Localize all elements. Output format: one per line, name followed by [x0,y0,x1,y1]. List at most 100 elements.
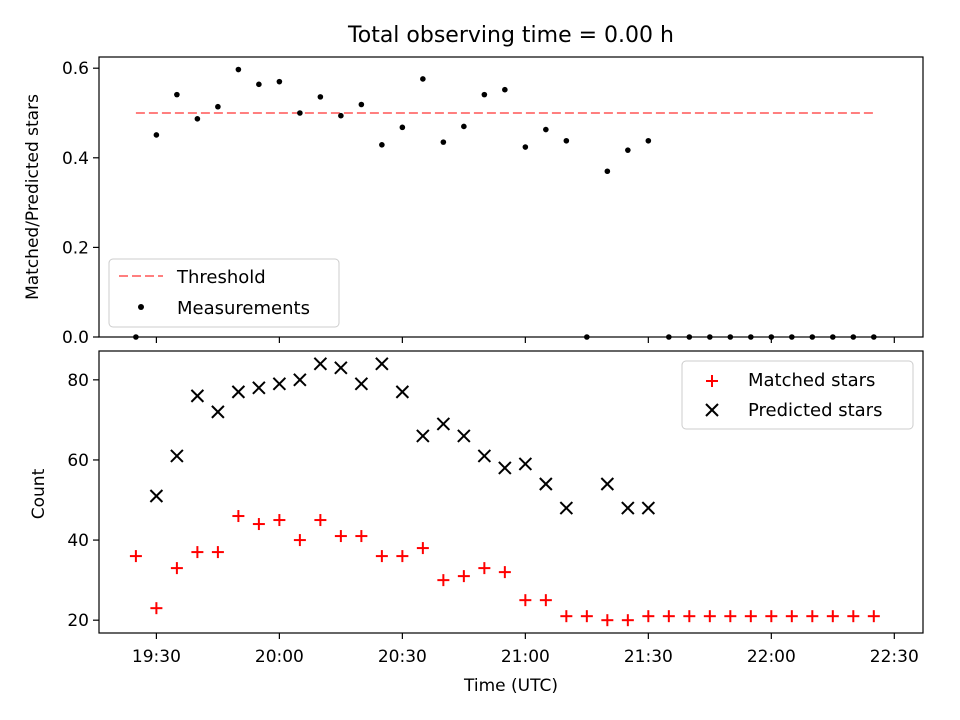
predicted-star-point-b [477,449,492,463]
measurement-point [358,101,365,108]
measurement-point [317,94,324,100]
predicted-star-point-b [559,501,574,515]
predicted-star-point-b [621,501,635,515]
matched-star-point [375,550,388,563]
predicted-star-point [231,385,246,399]
top-legend-box [108,258,340,328]
predicted-star-point [252,381,266,395]
measurement-point [153,132,160,138]
matched-star-point [396,550,409,563]
matched-star-point [785,610,798,623]
measurement-point [338,112,344,119]
bottom-data-layer [129,357,880,627]
top-y-axis: 0.0 0.2 0.4 0.6 [62,59,99,348]
top-y-tick-label: 0.0 [62,328,89,348]
top-y-axis-label: Matched/Predicted stars [23,94,43,300]
bottom-axes: 20 40 60 80 19:30 20:00 20:30 21:00 21:30 22:00 22… [67,371,918,667]
bottom-y-tick-label: 40 [67,531,89,551]
top-y-tick-label: 0.2 [62,238,89,258]
predicted-star-point [477,449,492,463]
matched-star-point [806,610,819,623]
predicted-star-point-b [395,385,410,399]
predicted-star-point-b [416,429,430,443]
matched-star-point [457,570,470,583]
top-y-tick-label: 0.6 [62,59,89,79]
predicted-star-point [354,377,369,391]
matched-star-point [683,610,696,623]
x-tick-label: 19:30 [132,647,181,667]
predicted-star-point-b [190,389,205,403]
matched-star-point [621,614,634,627]
predicted-star-point [395,385,410,399]
top-y-tick-label: 0.4 [62,149,89,169]
matched-star-point [662,610,675,623]
predicted-star-point [498,461,512,475]
measurement-point [256,81,262,88]
matched-star-point [293,534,306,547]
predicted-star-point [600,477,615,491]
predicted-star-point [416,429,430,443]
ratio-panel: Total observing time = 0.00 h Matched/Pr… [23,23,924,348]
predicted-star-point-b [149,489,164,503]
predicted-star-point-b [170,449,184,463]
predicted-star-point [539,477,553,491]
legend-measurements-swatch [138,304,144,310]
predicted-star-point-b [518,457,533,471]
measurement-point [543,126,549,133]
matched-star-point [765,610,778,623]
matched-star-point [826,610,839,623]
legend-matched-swatch [706,375,718,387]
measurement-point [440,139,447,145]
matched-star-point [416,542,429,555]
bottom-plot-frame [98,350,924,634]
chart-title: Total observing time = 0.00 h [347,23,674,48]
matched-star-point [724,610,737,623]
top-plot-frame [98,56,924,338]
matched-star-point [580,610,593,623]
measurement-point [625,147,631,153]
predicted-star-point [436,417,451,431]
predicted-star-point-b [252,381,266,395]
bottom-legend: Matched stars Predicted stars [681,360,914,430]
predicted-star-point [641,501,656,515]
measurement-point [215,103,221,110]
predicted-star-point [293,373,307,387]
bottom-y-axis-label: Count [29,468,49,519]
measurement-point [379,142,385,148]
predicted-star-point [559,501,574,515]
matched-star-point [334,530,347,543]
predicted-star-point-b [457,429,471,443]
predicted-star-point [621,501,635,515]
legend-measurements-label: Measurements [177,298,310,319]
top-legend: Threshold Measurements [108,258,340,328]
x-tick-label: 22:00 [747,647,796,667]
predicted-star-point-b [539,477,553,491]
predicted-star-point [375,357,389,371]
measurement-point [174,91,180,98]
predicted-star-point-b [600,477,615,491]
measurement-point [522,144,529,150]
count-panel: Count Time (UTC) 20 40 60 80 19:30 20:00 20:30… [29,350,924,696]
legend-predicted-label: Predicted stars [748,400,882,421]
predicted-star-point-b [436,417,451,431]
measurement-point [563,137,570,144]
measurement-point [297,110,303,116]
matched-star-point [314,514,327,527]
matched-star-point [498,566,511,579]
x-tick-label: 21:30 [624,647,673,667]
matched-star-point [642,610,655,623]
predicted-star-point-b [293,373,307,387]
predicted-star-point-b [231,385,246,399]
measurement-point [461,123,467,130]
x-tick-label: 20:00 [255,647,304,667]
predicted-star-point-b [498,461,512,475]
bottom-y-tick-label: 20 [67,611,89,631]
bottom-legend-box [681,360,914,430]
predicted-star-point-b [211,405,225,419]
top-x-axis [155,337,895,343]
measurement-point [604,168,611,175]
matched-star-point [847,610,860,623]
matched-star-point [252,518,265,531]
